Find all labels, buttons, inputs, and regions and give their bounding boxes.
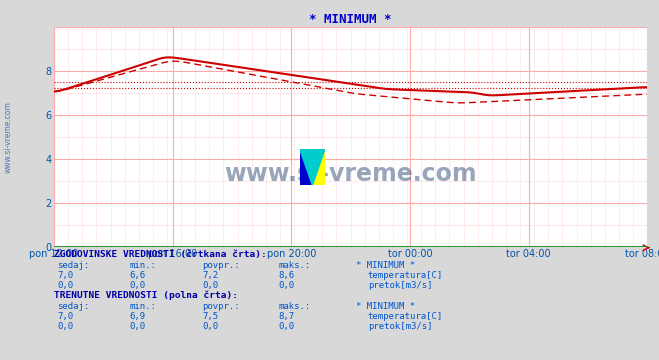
Text: temperatura[C]: temperatura[C]: [368, 271, 443, 280]
Text: temperatura[C]: temperatura[C]: [368, 312, 443, 321]
Text: * MINIMUM *: * MINIMUM *: [356, 261, 415, 270]
Text: 7,2: 7,2: [202, 271, 218, 280]
Polygon shape: [300, 149, 325, 185]
Text: sedaj:: sedaj:: [57, 261, 90, 270]
Text: 7,5: 7,5: [202, 312, 218, 321]
Text: 0,0: 0,0: [57, 281, 73, 290]
Text: pretok[m3/s]: pretok[m3/s]: [368, 281, 432, 290]
Text: 6,6: 6,6: [130, 271, 146, 280]
Text: min.:: min.:: [130, 302, 157, 311]
Text: TRENUTNE VREDNOSTI (polna črta):: TRENUTNE VREDNOSTI (polna črta):: [54, 291, 238, 300]
Text: maks.:: maks.:: [278, 302, 310, 311]
Text: povpr.:: povpr.:: [202, 302, 240, 311]
Text: www.si-vreme.com: www.si-vreme.com: [3, 101, 13, 173]
Text: ZGODOVINSKE VREDNOSTI (črtkana črta):: ZGODOVINSKE VREDNOSTI (črtkana črta):: [54, 251, 267, 260]
Text: sedaj:: sedaj:: [57, 302, 90, 311]
Text: www.si-vreme.com: www.si-vreme.com: [224, 162, 477, 186]
Text: 0,0: 0,0: [130, 322, 146, 331]
Title: * MINIMUM *: * MINIMUM *: [309, 13, 392, 26]
Text: * MINIMUM *: * MINIMUM *: [356, 302, 415, 311]
Bar: [300, 149, 312, 185]
Text: 0,0: 0,0: [202, 281, 218, 290]
Text: 0,0: 0,0: [278, 322, 294, 331]
Text: 0,0: 0,0: [57, 322, 73, 331]
Text: povpr.:: povpr.:: [202, 261, 240, 270]
Text: 0,0: 0,0: [130, 281, 146, 290]
Text: 8,6: 8,6: [278, 271, 294, 280]
Text: min.:: min.:: [130, 261, 157, 270]
Text: maks.:: maks.:: [278, 261, 310, 270]
Text: 0,0: 0,0: [278, 281, 294, 290]
Bar: [312, 149, 325, 185]
Text: 7,0: 7,0: [57, 271, 73, 280]
Text: 6,9: 6,9: [130, 312, 146, 321]
Text: pretok[m3/s]: pretok[m3/s]: [368, 322, 432, 331]
Text: 8,7: 8,7: [278, 312, 294, 321]
Text: 7,0: 7,0: [57, 312, 73, 321]
Text: 0,0: 0,0: [202, 322, 218, 331]
